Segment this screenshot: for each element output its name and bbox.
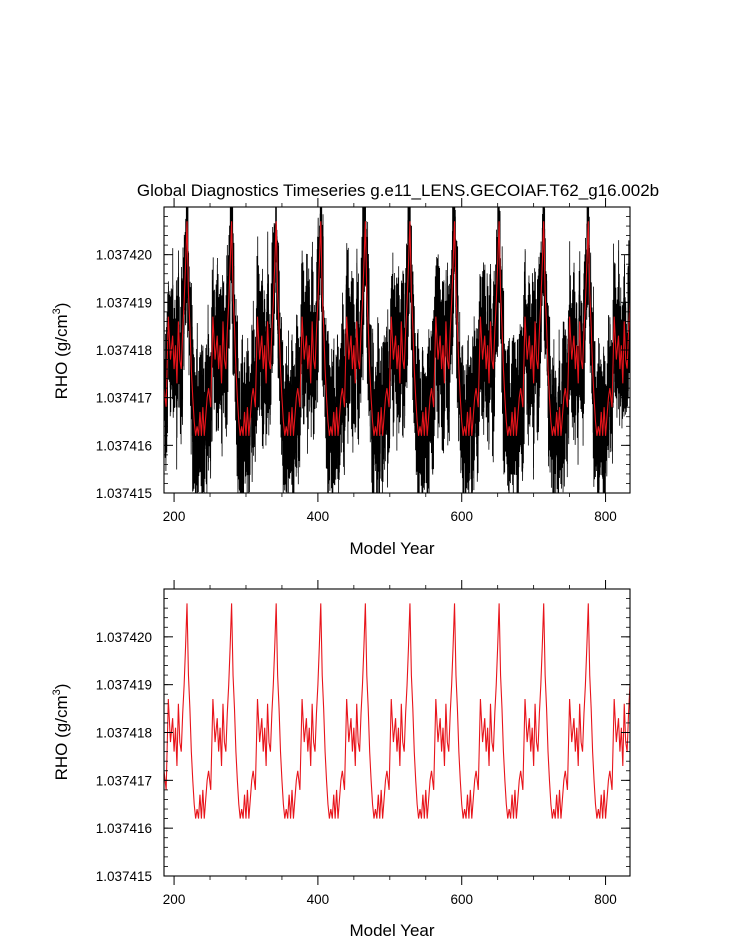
top-ticks: 1.037415 1.037416 1.037417 1.037418 1.037419…: [96, 198, 630, 524]
top-series-layer: [164, 207, 630, 493]
top-series-annual: [164, 221, 630, 436]
bottom-ticks: 1.037415 1.037416 1.037417 1.037418 1.037419…: [96, 580, 630, 907]
top-ytick-label: 1.037415: [96, 486, 152, 501]
bottom-xtick-label: 400: [307, 892, 330, 907]
top-chart-panel: 1.037415 1.037416 1.037417 1.037418 1.037419…: [51, 198, 631, 558]
top-x-axis-label: Model Year: [349, 539, 434, 558]
top-ytick-label: 1.037419: [96, 295, 152, 310]
bottom-xtick-label: 200: [163, 892, 186, 907]
bottom-ytick-label: 1.037418: [96, 726, 152, 741]
top-ytick-label: 1.037420: [96, 248, 152, 263]
bottom-ytick-label: 1.037419: [96, 678, 152, 693]
bottom-plot-frame: [163, 588, 631, 877]
top-y-axis-label: RHO (g/cm3): [51, 303, 71, 400]
bottom-ytick-label: 1.037420: [96, 630, 152, 645]
bottom-ytick-label: 1.037415: [96, 869, 152, 884]
top-xtick-label: 600: [450, 509, 473, 524]
bottom-xtick-label: 800: [594, 892, 617, 907]
bottom-x-axis-label: Model Year: [349, 921, 434, 940]
top-ytick-label: 1.037417: [96, 391, 152, 406]
bottom-series-layer: [164, 603, 630, 819]
bottom-series-annual: [164, 603, 630, 819]
bottom-ytick-label: 1.037417: [96, 773, 152, 788]
bottom-ytick-label: 1.037416: [96, 821, 152, 836]
bottom-y-axis-label: RHO (g/cm3): [51, 684, 71, 781]
bottom-chart-panel: 1.037415 1.037416 1.037417 1.037418 1.037419…: [51, 580, 631, 940]
bottom-xtick-label: 600: [450, 892, 473, 907]
top-ytick-label: 1.037418: [96, 343, 152, 358]
figure-title: Global Diagnostics Timeseries g.e11_LENS…: [137, 181, 659, 200]
top-xtick-label: 800: [594, 509, 617, 524]
top-ytick-label: 1.037416: [96, 438, 152, 453]
top-series-monthly: [164, 207, 630, 493]
top-xtick-label: 400: [307, 509, 330, 524]
top-xtick-label: 200: [163, 509, 186, 524]
